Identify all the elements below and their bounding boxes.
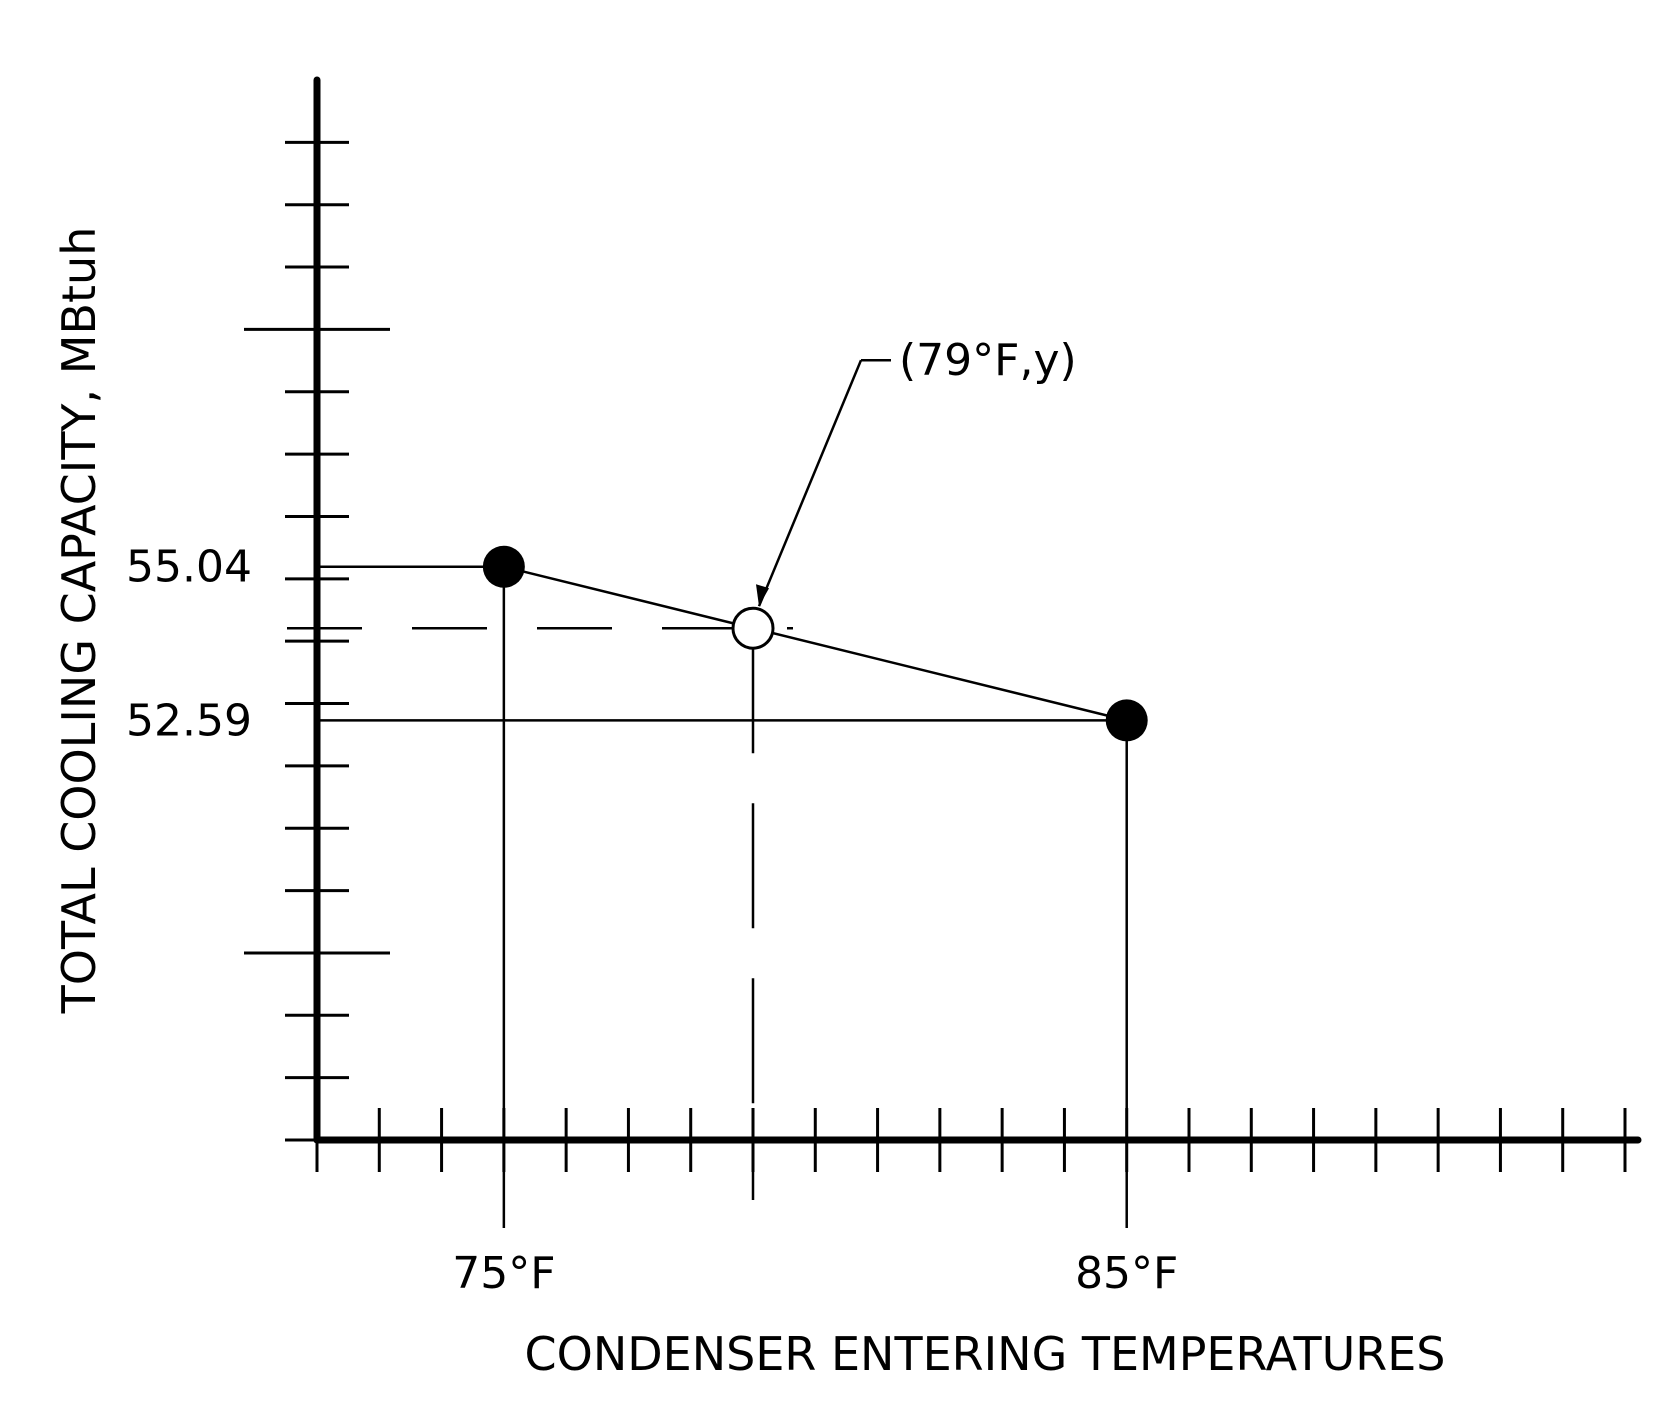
annotation-arrowhead: [756, 584, 769, 607]
x-tick-label: 75°F: [452, 1248, 555, 1299]
axis-ticks: [244, 140, 1627, 1172]
data-point: [482, 545, 525, 588]
y-axis-label: TOTAL COOLING CAPACITY, MBtuh: [52, 227, 106, 1015]
x-tick-label: 85°F: [1075, 1248, 1178, 1299]
data-point: [1105, 699, 1148, 742]
y-tick-label: 55.04: [126, 542, 252, 593]
interpolated-point: [731, 606, 775, 650]
data-series: [482, 358, 1148, 742]
y-tick-label: 52.59: [126, 695, 252, 746]
annotation-label: (79°F,y): [899, 335, 1077, 386]
x-axis-label: CONDENSER ENTERING TEMPERATURES: [525, 1327, 1446, 1381]
annotation-leader: [757, 359, 863, 607]
tick-labels: 75°F 85°F 55.04 52.59 (79°F,y): [126, 335, 1178, 1299]
series-line: [503, 565, 1128, 722]
